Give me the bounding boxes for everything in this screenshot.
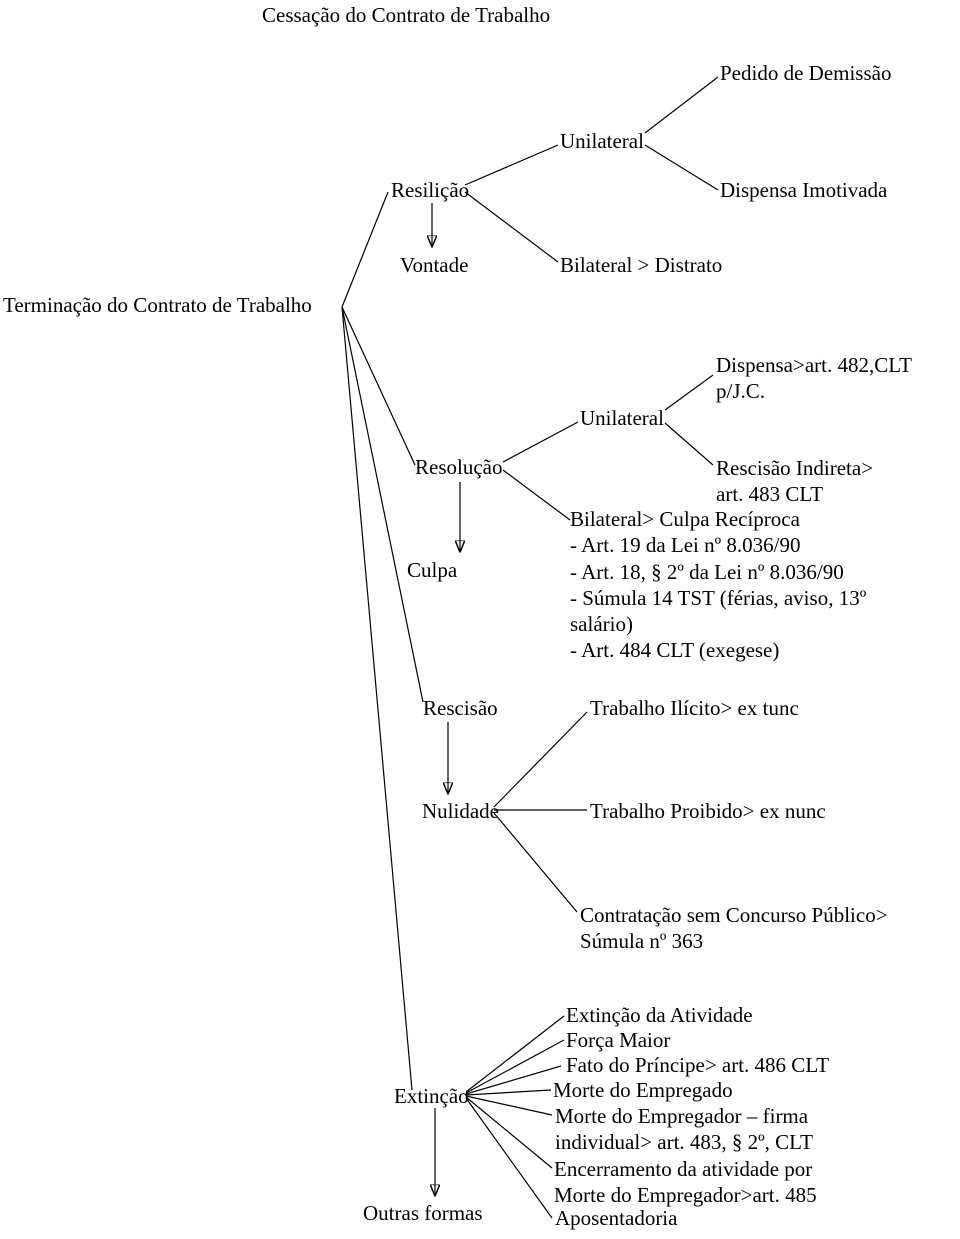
node-bilateral-culpa: Bilateral> Culpa Recíproca - Art. 19 da … (570, 506, 910, 664)
node-rescisao-indireta: Rescisão Indireta> art. 483 CLT (716, 455, 873, 508)
node-encerramento: Encerramento da atividade por Morte do E… (554, 1156, 874, 1209)
node-aposentadoria: Aposentadoria (555, 1206, 677, 1231)
node-dispensa-482: Dispensa>art. 482,CLT p/J.C. (716, 352, 912, 405)
node-unilateral-2: Unilateral (580, 406, 664, 431)
node-nulidade: Nulidade (422, 799, 499, 824)
node-bilateral-distrato: Bilateral > Distrato (560, 253, 722, 278)
node-morte-emp-firma: Morte do Empregador – firma individual> … (555, 1103, 875, 1156)
node-rescisao: Rescisão (423, 696, 498, 721)
diagram-title: Cessação do Contrato de Trabalho (262, 3, 550, 28)
node-unilateral-1: Unilateral (560, 129, 644, 154)
node-morte-empregado: Morte do Empregado (553, 1078, 733, 1103)
node-resolucao: Resolução (415, 455, 502, 480)
node-outras-formas: Outras formas (363, 1201, 483, 1226)
node-trab-proibido: Trabalho Proibido> ex nunc (590, 799, 826, 824)
node-ext-atividade: Extinção da Atividade (566, 1003, 753, 1028)
node-resilicao: Resilição (391, 178, 469, 203)
node-dispensa-imotivada: Dispensa Imotivada (720, 178, 887, 203)
node-pedido-demissao: Pedido de Demissão (720, 61, 891, 86)
node-forca-maior: Força Maior (566, 1028, 670, 1053)
node-vontade: Vontade (400, 253, 468, 278)
node-fato-principe: Fato do Príncipe> art. 486 CLT (566, 1053, 829, 1078)
node-trab-ilicito: Trabalho Ilícito> ex tunc (590, 696, 799, 721)
node-contr-concurso: Contratação sem Concurso Público> Súmula… (580, 902, 920, 955)
node-extincao: Extinção (394, 1084, 469, 1109)
root-node: Terminação do Contrato de Trabalho (3, 293, 312, 318)
node-culpa: Culpa (407, 558, 457, 583)
